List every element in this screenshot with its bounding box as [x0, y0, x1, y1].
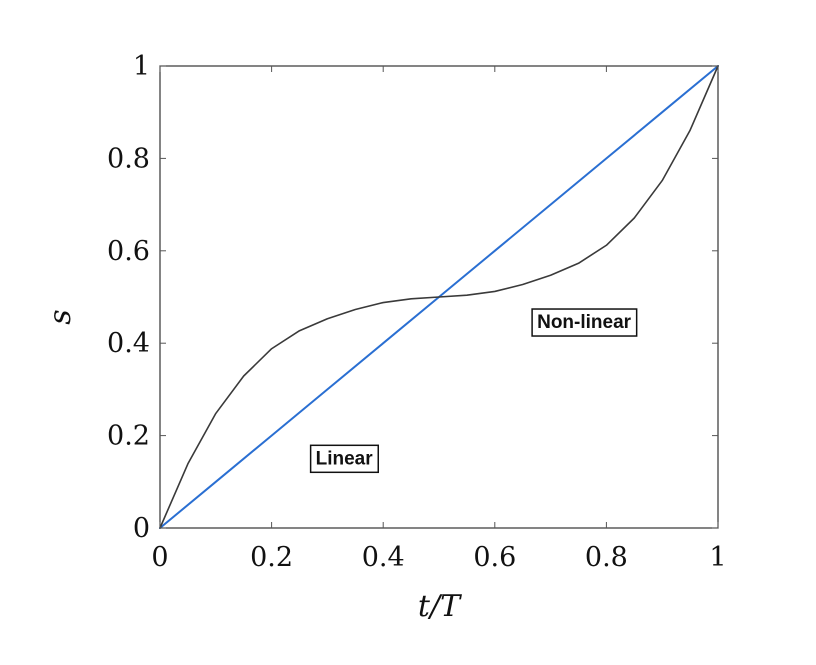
- plot-area-frame: [159, 65, 719, 529]
- x-tick-label: 0: [151, 542, 168, 573]
- y-tick-label: 0: [133, 513, 150, 544]
- x-tick-label: 0.8: [585, 542, 628, 573]
- annotation-text: Linear: [316, 448, 374, 469]
- annotation-box: [309, 444, 379, 474]
- x-tick-label: 0.4: [362, 542, 405, 573]
- y-axis-label: s: [43, 309, 78, 324]
- annotation-text: Non-linear: [537, 312, 632, 333]
- x-tick-label: 0.2: [250, 542, 293, 573]
- annotation-box: [531, 308, 638, 337]
- y-tick-label: 0.2: [107, 421, 150, 452]
- annotation-layer: Linear Non-linear: [309, 308, 638, 474]
- linear-annotation: Linear: [309, 444, 379, 474]
- ticks-layer: 0 0.2 0.4 0.6 0.8 1 0 0.2 0.4 0.6 0.8 1: [107, 51, 727, 573]
- y-tick-label: 1: [133, 51, 150, 82]
- series-layer: [159, 65, 719, 529]
- x-axis-label: t/T: [418, 589, 462, 624]
- x-tick-label: 0.6: [473, 542, 516, 573]
- x-tick-label: 1: [709, 542, 726, 573]
- y-tick-label: 0.4: [107, 328, 150, 359]
- y-tick-label: 0.8: [107, 143, 150, 174]
- y-tick-label: 0.6: [107, 236, 150, 267]
- nonlinear-series-line: [159, 65, 719, 529]
- nonlinear-annotation: Non-linear: [531, 308, 638, 337]
